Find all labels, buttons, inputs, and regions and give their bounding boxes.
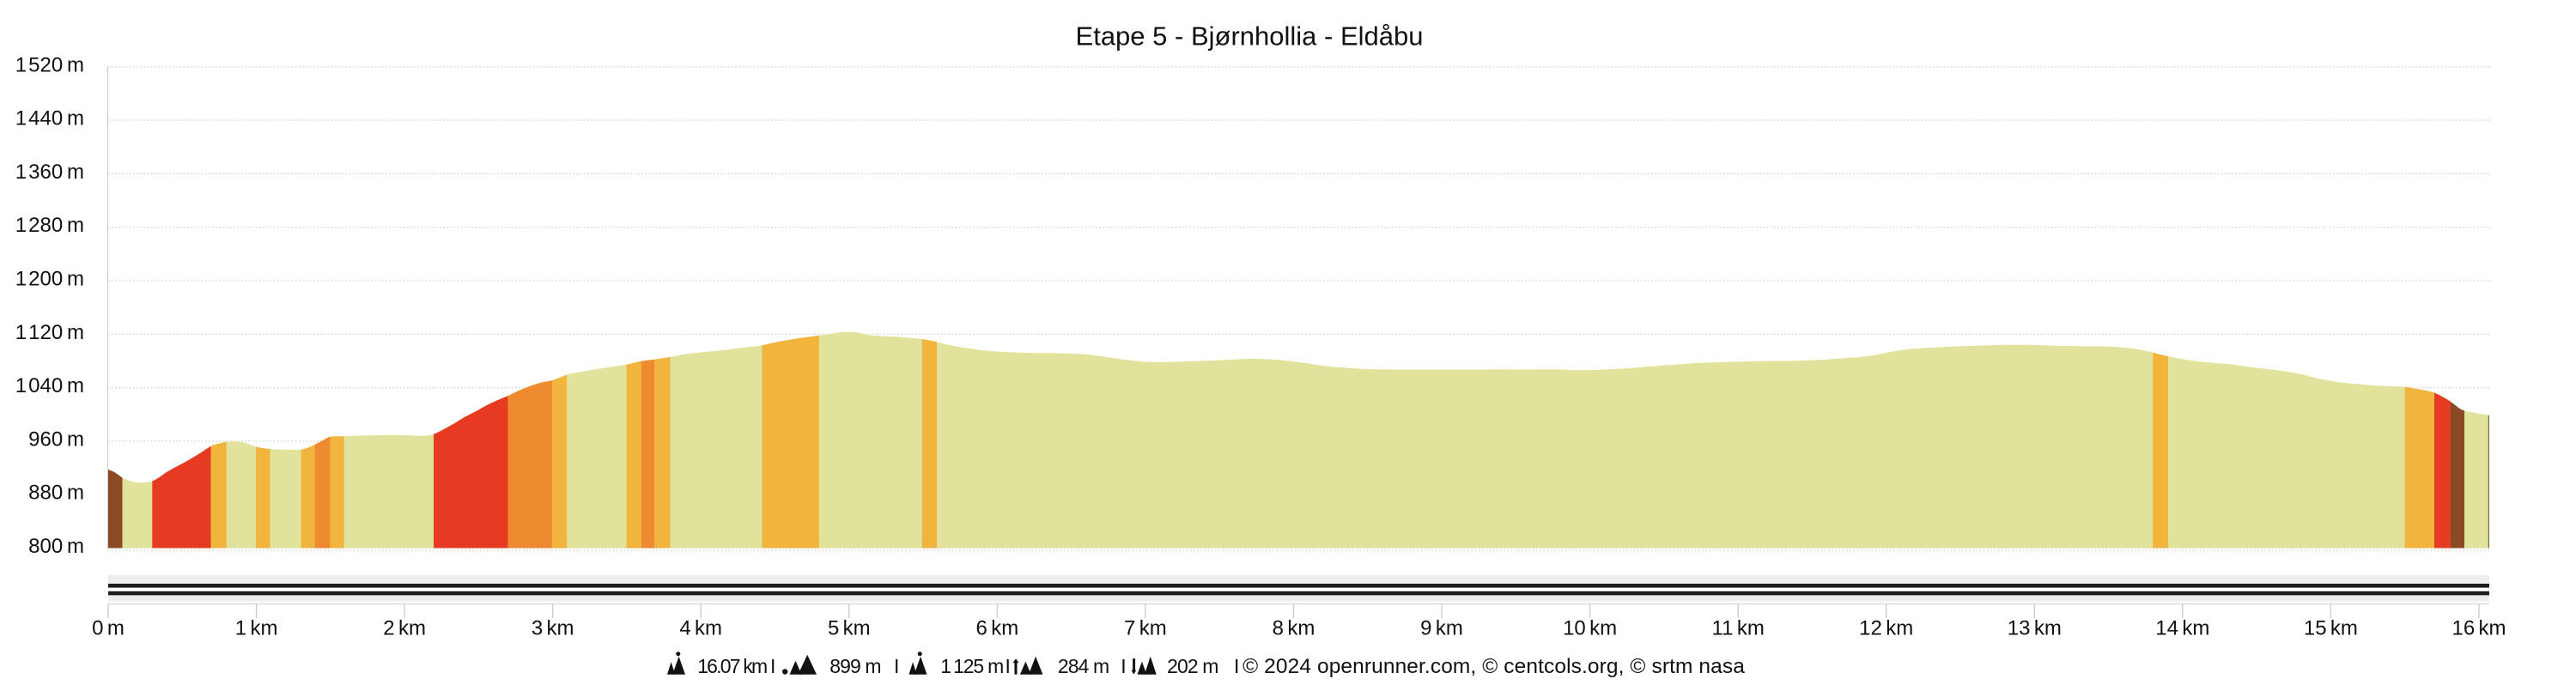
svg-text:I: I bbox=[1121, 655, 1126, 677]
svg-text:202 m: 202 m bbox=[1167, 655, 1218, 677]
svg-text:1 125 m: 1 125 m bbox=[940, 655, 1003, 677]
svg-text:10 km: 10 km bbox=[1563, 617, 1617, 640]
svg-text:5 km: 5 km bbox=[828, 617, 871, 640]
svg-text:1 520 m: 1 520 m bbox=[15, 53, 84, 76]
svg-text:960 m: 960 m bbox=[28, 427, 84, 451]
svg-text:0 m: 0 m bbox=[92, 617, 125, 640]
svg-text:16 km: 16 km bbox=[2451, 617, 2506, 640]
svg-text:I: I bbox=[1005, 655, 1011, 677]
svg-text:7 km: 7 km bbox=[1124, 617, 1167, 640]
svg-text:800 m: 800 m bbox=[28, 535, 84, 558]
svg-text:1 200 m: 1 200 m bbox=[15, 268, 84, 291]
svg-text:I: I bbox=[894, 655, 899, 677]
svg-text:13 km: 13 km bbox=[2008, 617, 2062, 640]
svg-text:9 km: 9 km bbox=[1420, 617, 1463, 640]
svg-text:284 m: 284 m bbox=[1058, 655, 1109, 677]
svg-text:8 km: 8 km bbox=[1273, 617, 1315, 640]
svg-text:1 440 m: 1 440 m bbox=[15, 107, 84, 130]
svg-text:1 040 m: 1 040 m bbox=[15, 374, 84, 397]
svg-text:16.07 km: 16.07 km bbox=[697, 655, 767, 677]
svg-text:14 km: 14 km bbox=[2155, 617, 2209, 640]
svg-text:6 km: 6 km bbox=[976, 617, 1019, 640]
svg-text:880 m: 880 m bbox=[28, 482, 84, 505]
svg-text:© 2024 openrunner.com, © centc: © 2024 openrunner.com, © centcols.org, ©… bbox=[1242, 655, 1745, 678]
svg-text:12 km: 12 km bbox=[1859, 617, 1913, 640]
svg-text:I: I bbox=[1234, 655, 1239, 677]
svg-text:15 km: 15 km bbox=[2304, 617, 2358, 640]
svg-text:1 280 m: 1 280 m bbox=[15, 214, 84, 237]
svg-text:4 km: 4 km bbox=[679, 617, 722, 640]
svg-text:2 km: 2 km bbox=[383, 617, 426, 640]
svg-text:1 360 m: 1 360 m bbox=[15, 161, 84, 184]
svg-text:11 km: 11 km bbox=[1712, 617, 1765, 640]
svg-text:I: I bbox=[770, 655, 775, 677]
svg-text:Etape 5 - Bjørnhollia - Eldåbu: Etape 5 - Bjørnhollia - Eldåbu bbox=[1076, 21, 1424, 51]
svg-text:1 km: 1 km bbox=[235, 617, 278, 640]
svg-text:1 120 m: 1 120 m bbox=[15, 321, 84, 344]
svg-text:899 m: 899 m bbox=[829, 655, 880, 677]
svg-text:3 km: 3 km bbox=[532, 617, 574, 640]
